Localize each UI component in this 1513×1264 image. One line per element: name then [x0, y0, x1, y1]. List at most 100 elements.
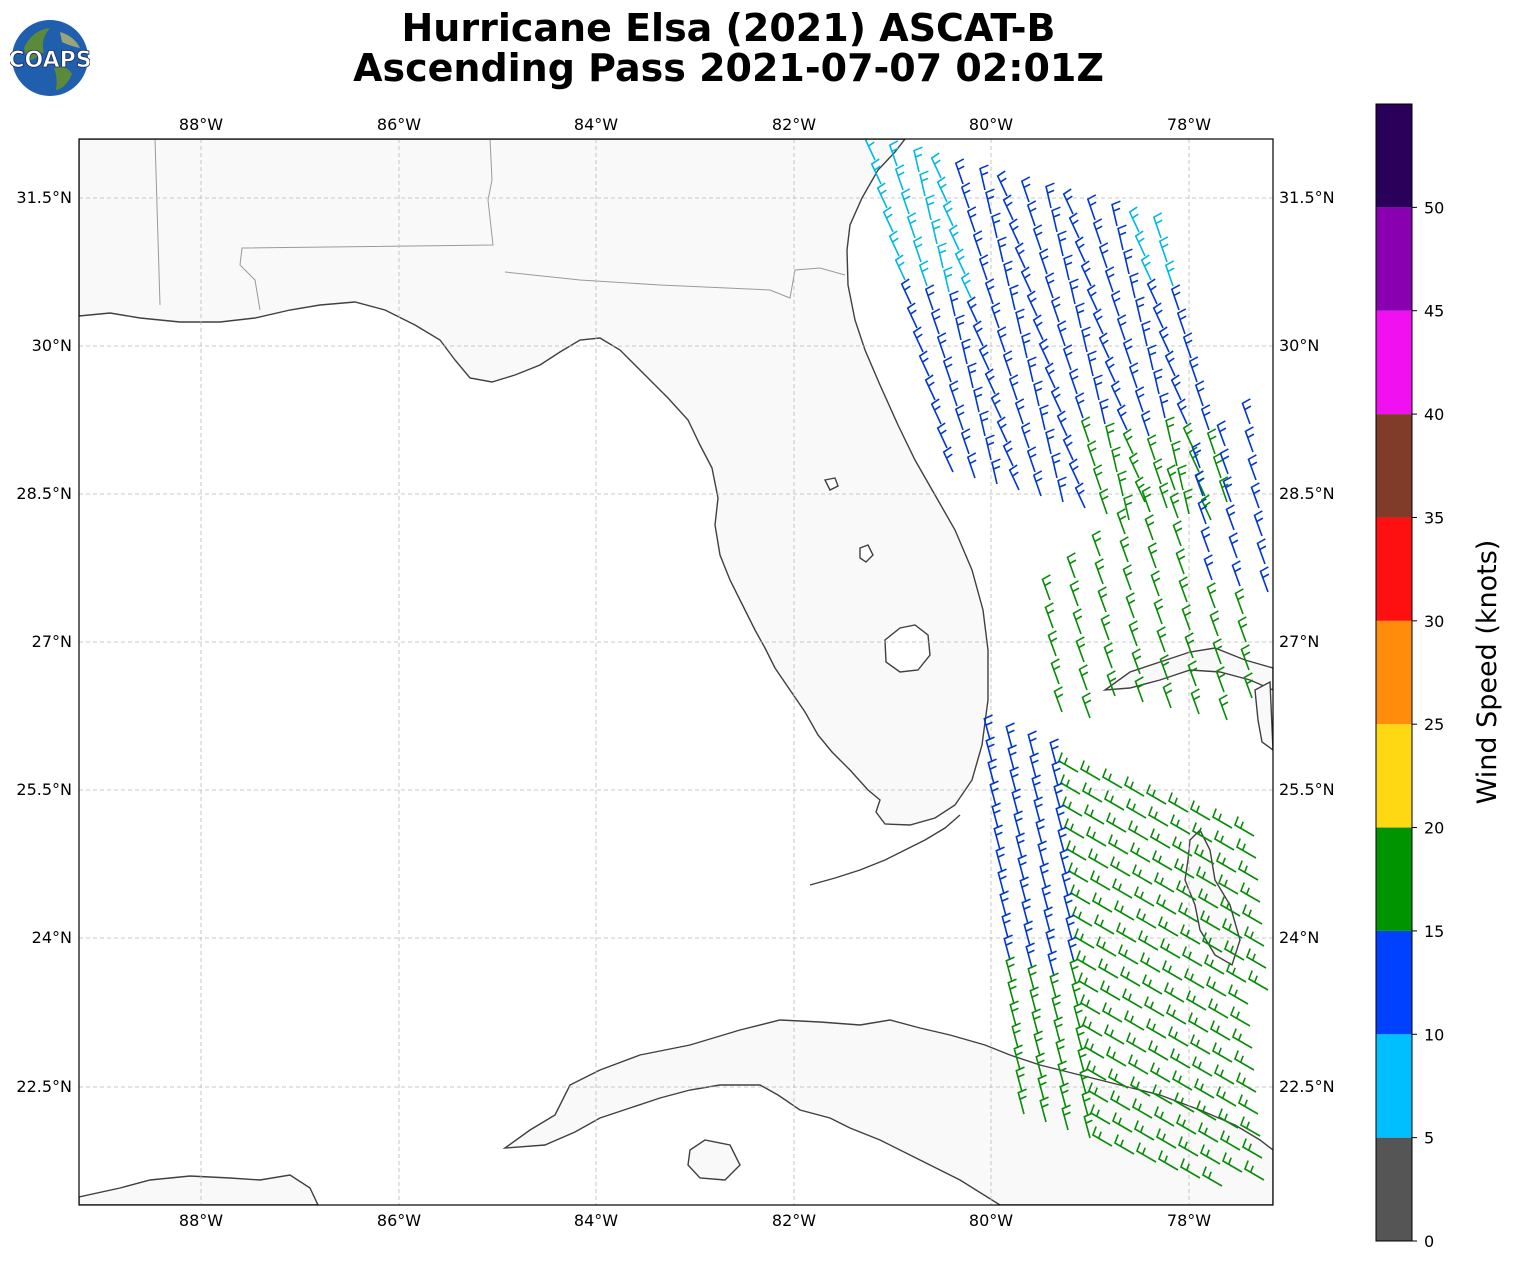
title-line-2: Ascending Pass 2021-07-07 02:01Z [353, 46, 1104, 90]
wind-barb [1039, 404, 1049, 431]
wind-barb [1081, 326, 1091, 353]
wind-barb [1081, 1090, 1091, 1117]
wind-barb [1113, 1134, 1135, 1155]
wind-barb [1026, 200, 1037, 227]
wind-barb [1157, 1150, 1179, 1171]
wind-barb [1059, 1082, 1069, 1109]
wind-barb [1215, 852, 1237, 873]
wind-barb [1119, 536, 1130, 563]
colorbar-bin [1376, 1034, 1412, 1138]
wind-barb [1074, 236, 1086, 263]
wind-barb [1233, 816, 1255, 837]
wind-barb [1166, 464, 1177, 491]
wind-barb [1117, 470, 1127, 497]
wind-barb [1165, 1004, 1187, 1025]
wind-barb [894, 254, 906, 281]
wind-barb [1057, 230, 1067, 257]
colorbar-bin [1376, 414, 1412, 518]
wind-barb [1050, 296, 1061, 323]
wind-barb [1033, 380, 1043, 407]
wind-barb [1007, 978, 1017, 1005]
wind-barb [1211, 1042, 1233, 1063]
wind-barb [1213, 1064, 1235, 1085]
wind-barb [1169, 1048, 1191, 1069]
wind-barb [1200, 404, 1211, 431]
wind-barb [1107, 834, 1129, 855]
wind-barb [1066, 552, 1077, 579]
wind-barb [1116, 508, 1127, 535]
wind-barb [1176, 398, 1188, 425]
wind-barb [1103, 642, 1114, 669]
wind-barb [864, 139, 876, 161]
wind-barb [966, 206, 977, 233]
andros [1184, 828, 1241, 967]
wind-barb [1177, 902, 1199, 923]
wind-barb [1144, 514, 1155, 541]
wind-barb [1207, 998, 1229, 1019]
wind-barb [1127, 1054, 1149, 1075]
wind-barb [1083, 1112, 1093, 1139]
wind-barb [1206, 582, 1217, 609]
wind-barb [1083, 804, 1105, 825]
wind-barb [984, 278, 995, 305]
wind-barb [1032, 470, 1043, 497]
wind-barb [999, 890, 1009, 917]
wind-barb [1131, 648, 1142, 675]
wind-barb [1029, 752, 1039, 779]
wind-barb [960, 428, 971, 455]
wind-barb [1017, 854, 1027, 881]
wind-barb [1212, 452, 1223, 479]
wind-barb [1167, 1026, 1189, 1047]
wind-barb [882, 206, 894, 233]
wind-barb [1212, 638, 1223, 665]
wind-barb [1231, 1028, 1253, 1049]
wind-barb [1221, 1152, 1243, 1173]
wind-barb [1103, 1024, 1125, 1045]
wind-barb [1219, 1130, 1241, 1151]
wind-barb [1239, 1116, 1261, 1137]
wind-barb [1079, 760, 1101, 781]
wind-barb [1158, 482, 1169, 509]
wind-barb [1074, 482, 1086, 509]
lon-tick-bottom: 78°W [1167, 1211, 1211, 1230]
wind-barb [1025, 942, 1035, 969]
lon-tick-top: 78°W [1167, 115, 1211, 134]
wind-barb [1197, 888, 1219, 909]
wind-barb [1111, 446, 1121, 473]
wind-barb [1122, 338, 1133, 365]
wind-barb [1125, 798, 1147, 819]
wind-barb [1203, 954, 1225, 975]
lon-ticks-top: 88°W 86°W 84°W 82°W 80°W 78°W [179, 115, 1211, 134]
colorbar-tick-label: 5 [1424, 1129, 1434, 1148]
yucatan [79, 1174, 319, 1205]
wind-barb [930, 398, 942, 425]
wind-barb [1089, 870, 1111, 891]
wind-barb [1015, 308, 1025, 335]
wind-barb [1116, 314, 1127, 341]
wind-barb [1128, 452, 1140, 479]
wind-barb [1026, 290, 1038, 317]
wind-barb [1134, 230, 1146, 257]
wind-barb [1158, 236, 1169, 263]
wind-barb [1139, 952, 1161, 973]
wind-barb [979, 164, 989, 191]
wind-barb [1020, 266, 1032, 293]
wind-barb [1223, 940, 1245, 961]
wind-barb [1105, 1046, 1127, 1067]
wind-barb [1183, 968, 1205, 989]
wind-barb [1135, 908, 1157, 929]
wind-barb [1072, 608, 1083, 635]
lat-tick-right: 27°N [1279, 632, 1319, 651]
wind-barb [1086, 284, 1098, 311]
wind-barb [1075, 636, 1086, 663]
wind-barb [1068, 368, 1079, 395]
wind-barb [1179, 924, 1201, 945]
wind-barb [1145, 1018, 1167, 1039]
wind-barb [954, 248, 966, 275]
wind-barb [1003, 934, 1013, 961]
wind-barb [1011, 788, 1021, 815]
wind-barb [1153, 368, 1163, 395]
wind-barb [1147, 806, 1169, 827]
wind-barb [984, 368, 996, 395]
wind-barb [991, 212, 1001, 239]
